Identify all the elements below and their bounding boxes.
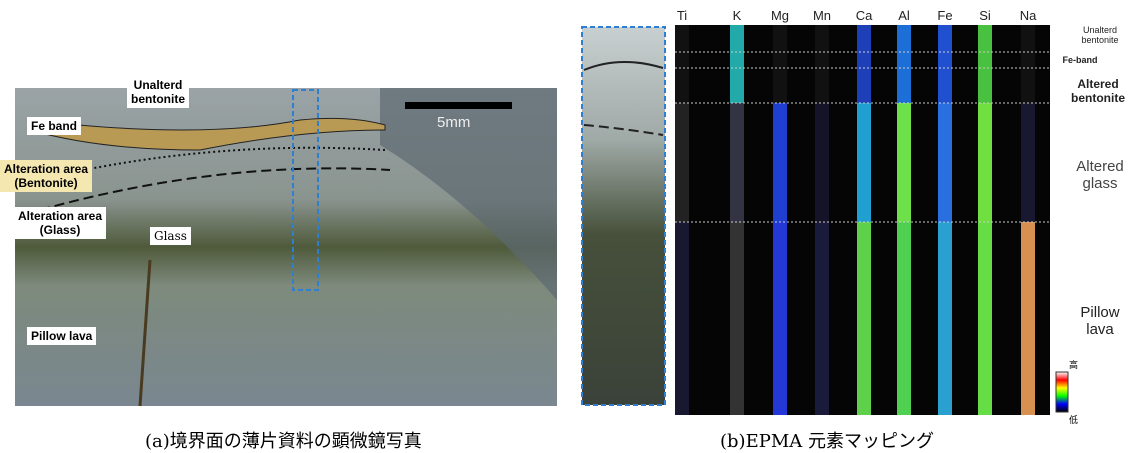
element-label: K — [722, 8, 752, 23]
figure: Unalterdbentonite Fe band 5mm Alteration… — [0, 0, 1138, 453]
element-map-strip — [1021, 103, 1035, 222]
element-label: Fe — [930, 8, 960, 23]
scale-label: 5mm — [437, 114, 470, 131]
element-map-strip — [730, 222, 744, 415]
element-map-strip — [815, 25, 829, 103]
label-alteration-glass: Alteration area(Glass) — [14, 207, 106, 239]
element-map-strip — [938, 25, 952, 103]
element-label: Al — [889, 8, 919, 23]
label-alteration-bentonite: Alteration area(Bentonite) — [0, 160, 92, 192]
element-label: Si — [970, 8, 1000, 23]
element-map-strip — [773, 103, 787, 222]
element-map-strip — [857, 25, 871, 103]
scale-bar — [405, 102, 512, 109]
label-glass: Glass — [150, 227, 191, 245]
element-map-strip — [773, 222, 787, 415]
label-pillow-lava: Pillow lava — [27, 327, 96, 345]
element-map-strip — [938, 103, 952, 222]
element-map-strip — [1021, 25, 1035, 103]
element-map-strip — [978, 103, 992, 222]
element-map-strip — [897, 103, 911, 222]
element-map-strip — [730, 103, 744, 222]
element-map-strip — [857, 103, 871, 222]
element-map-strip — [978, 25, 992, 103]
element-map-strip — [675, 25, 689, 103]
zoom-strip — [582, 27, 665, 405]
element-label: Mn — [807, 8, 837, 23]
caption-a: (a)境界面の薄片資料の顕微鏡写真 — [145, 427, 422, 453]
element-map-strip — [978, 222, 992, 415]
element-map-strip — [675, 103, 689, 222]
element-map-strip — [857, 222, 871, 415]
element-label: Mg — [765, 8, 795, 23]
element-label: Ca — [849, 8, 879, 23]
element-map-strip — [815, 103, 829, 222]
element-label: Na — [1013, 8, 1043, 23]
color-scale — [1056, 372, 1068, 412]
element-map-strip — [897, 222, 911, 415]
zone-fe-band: Fe-band — [1050, 55, 1110, 65]
element-map-strip — [897, 25, 911, 103]
legend-high: 高 — [1069, 358, 1078, 371]
element-label: Ti — [667, 8, 697, 23]
element-map-strip — [938, 222, 952, 415]
element-map-strip — [773, 25, 787, 103]
element-map-strip — [730, 25, 744, 103]
element-map-strip — [675, 222, 689, 415]
legend-low: 低 — [1069, 413, 1078, 426]
caption-b: (b)EPMA 元素マッピング — [720, 427, 934, 453]
label-fe-band: Fe band — [27, 117, 81, 135]
element-map-strip — [1021, 222, 1035, 415]
element-map-strip — [815, 222, 829, 415]
